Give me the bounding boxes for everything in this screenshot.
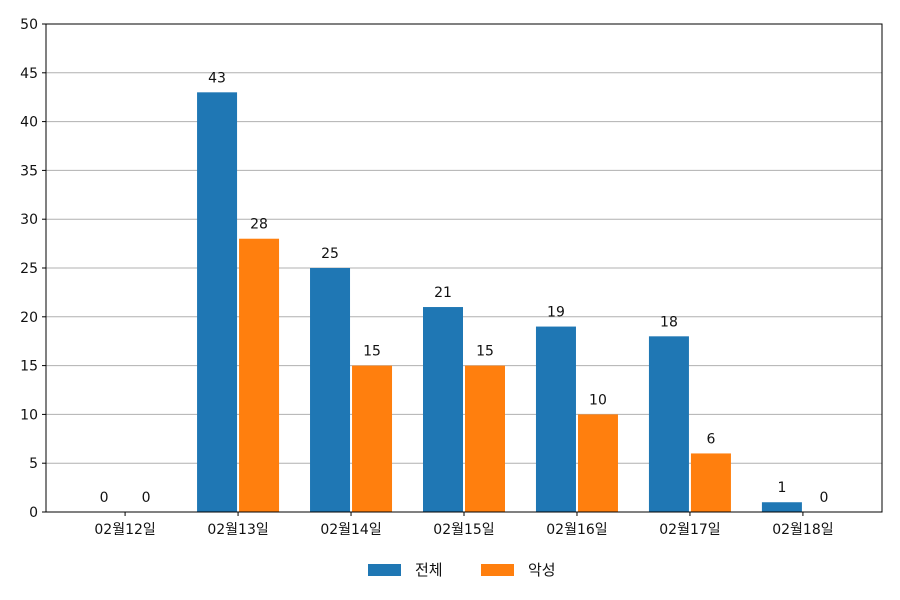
data-label: 21	[434, 285, 452, 301]
x-tick-label: 02월12일	[94, 522, 155, 538]
bar-total	[197, 92, 238, 512]
legend-swatch	[368, 564, 401, 576]
data-label: 25	[321, 246, 339, 262]
data-label: 0	[819, 490, 828, 506]
data-label: 0	[142, 490, 151, 506]
bar-total	[310, 268, 351, 512]
legend-swatch	[481, 564, 514, 576]
y-tick-label: 20	[20, 310, 38, 326]
x-tick-label: 02월13일	[207, 522, 268, 538]
legend-label: 악성	[528, 561, 556, 579]
y-tick-label: 25	[20, 261, 38, 277]
bar-total	[423, 307, 463, 512]
y-tick-label: 35	[20, 163, 38, 179]
bar-total	[761, 502, 802, 512]
bar-malicious	[465, 365, 505, 512]
x-tick-label: 02월14일	[320, 522, 381, 538]
bar-malicious	[577, 414, 618, 512]
y-tick-label: 30	[20, 212, 38, 228]
y-tick-label: 15	[20, 359, 38, 375]
x-tick-label: 02월15일	[433, 522, 494, 538]
bar-malicious	[352, 365, 393, 512]
data-label: 15	[363, 344, 381, 360]
legend: 전체 악성	[368, 561, 556, 579]
y-tick-label: 45	[20, 66, 38, 82]
legend-label: 전체	[415, 561, 443, 579]
bar-total	[648, 336, 689, 512]
data-label: 1	[777, 480, 786, 496]
x-axis: 02월12일 02월13일 02월14일 02월15일 02월16일 02월17일 02월1…	[94, 512, 834, 538]
data-label: 6	[706, 431, 715, 447]
y-axis: 0 5 10 15 20 25 30 35 40 45 50	[20, 17, 46, 521]
y-tick-label: 10	[20, 407, 38, 423]
data-label: 0	[100, 490, 109, 506]
y-tick-label: 5	[29, 456, 38, 472]
data-label: 19	[547, 305, 565, 321]
gridlines	[46, 72, 882, 464]
data-label: 18	[660, 314, 678, 330]
y-tick-label: 0	[29, 505, 38, 521]
bar-malicious	[690, 453, 731, 512]
y-tick-label: 50	[20, 17, 38, 33]
bar-malicious	[239, 238, 280, 512]
x-tick-label: 02월18일	[772, 522, 833, 538]
y-tick-label: 40	[20, 115, 38, 131]
data-label: 28	[250, 217, 268, 233]
x-tick-label: 02월17일	[659, 522, 720, 538]
bar-total	[535, 326, 576, 512]
data-label: 10	[589, 392, 607, 408]
bars	[197, 92, 802, 512]
x-tick-label: 02월16일	[546, 522, 607, 538]
data-label: 43	[208, 70, 226, 86]
data-label: 15	[476, 344, 494, 360]
